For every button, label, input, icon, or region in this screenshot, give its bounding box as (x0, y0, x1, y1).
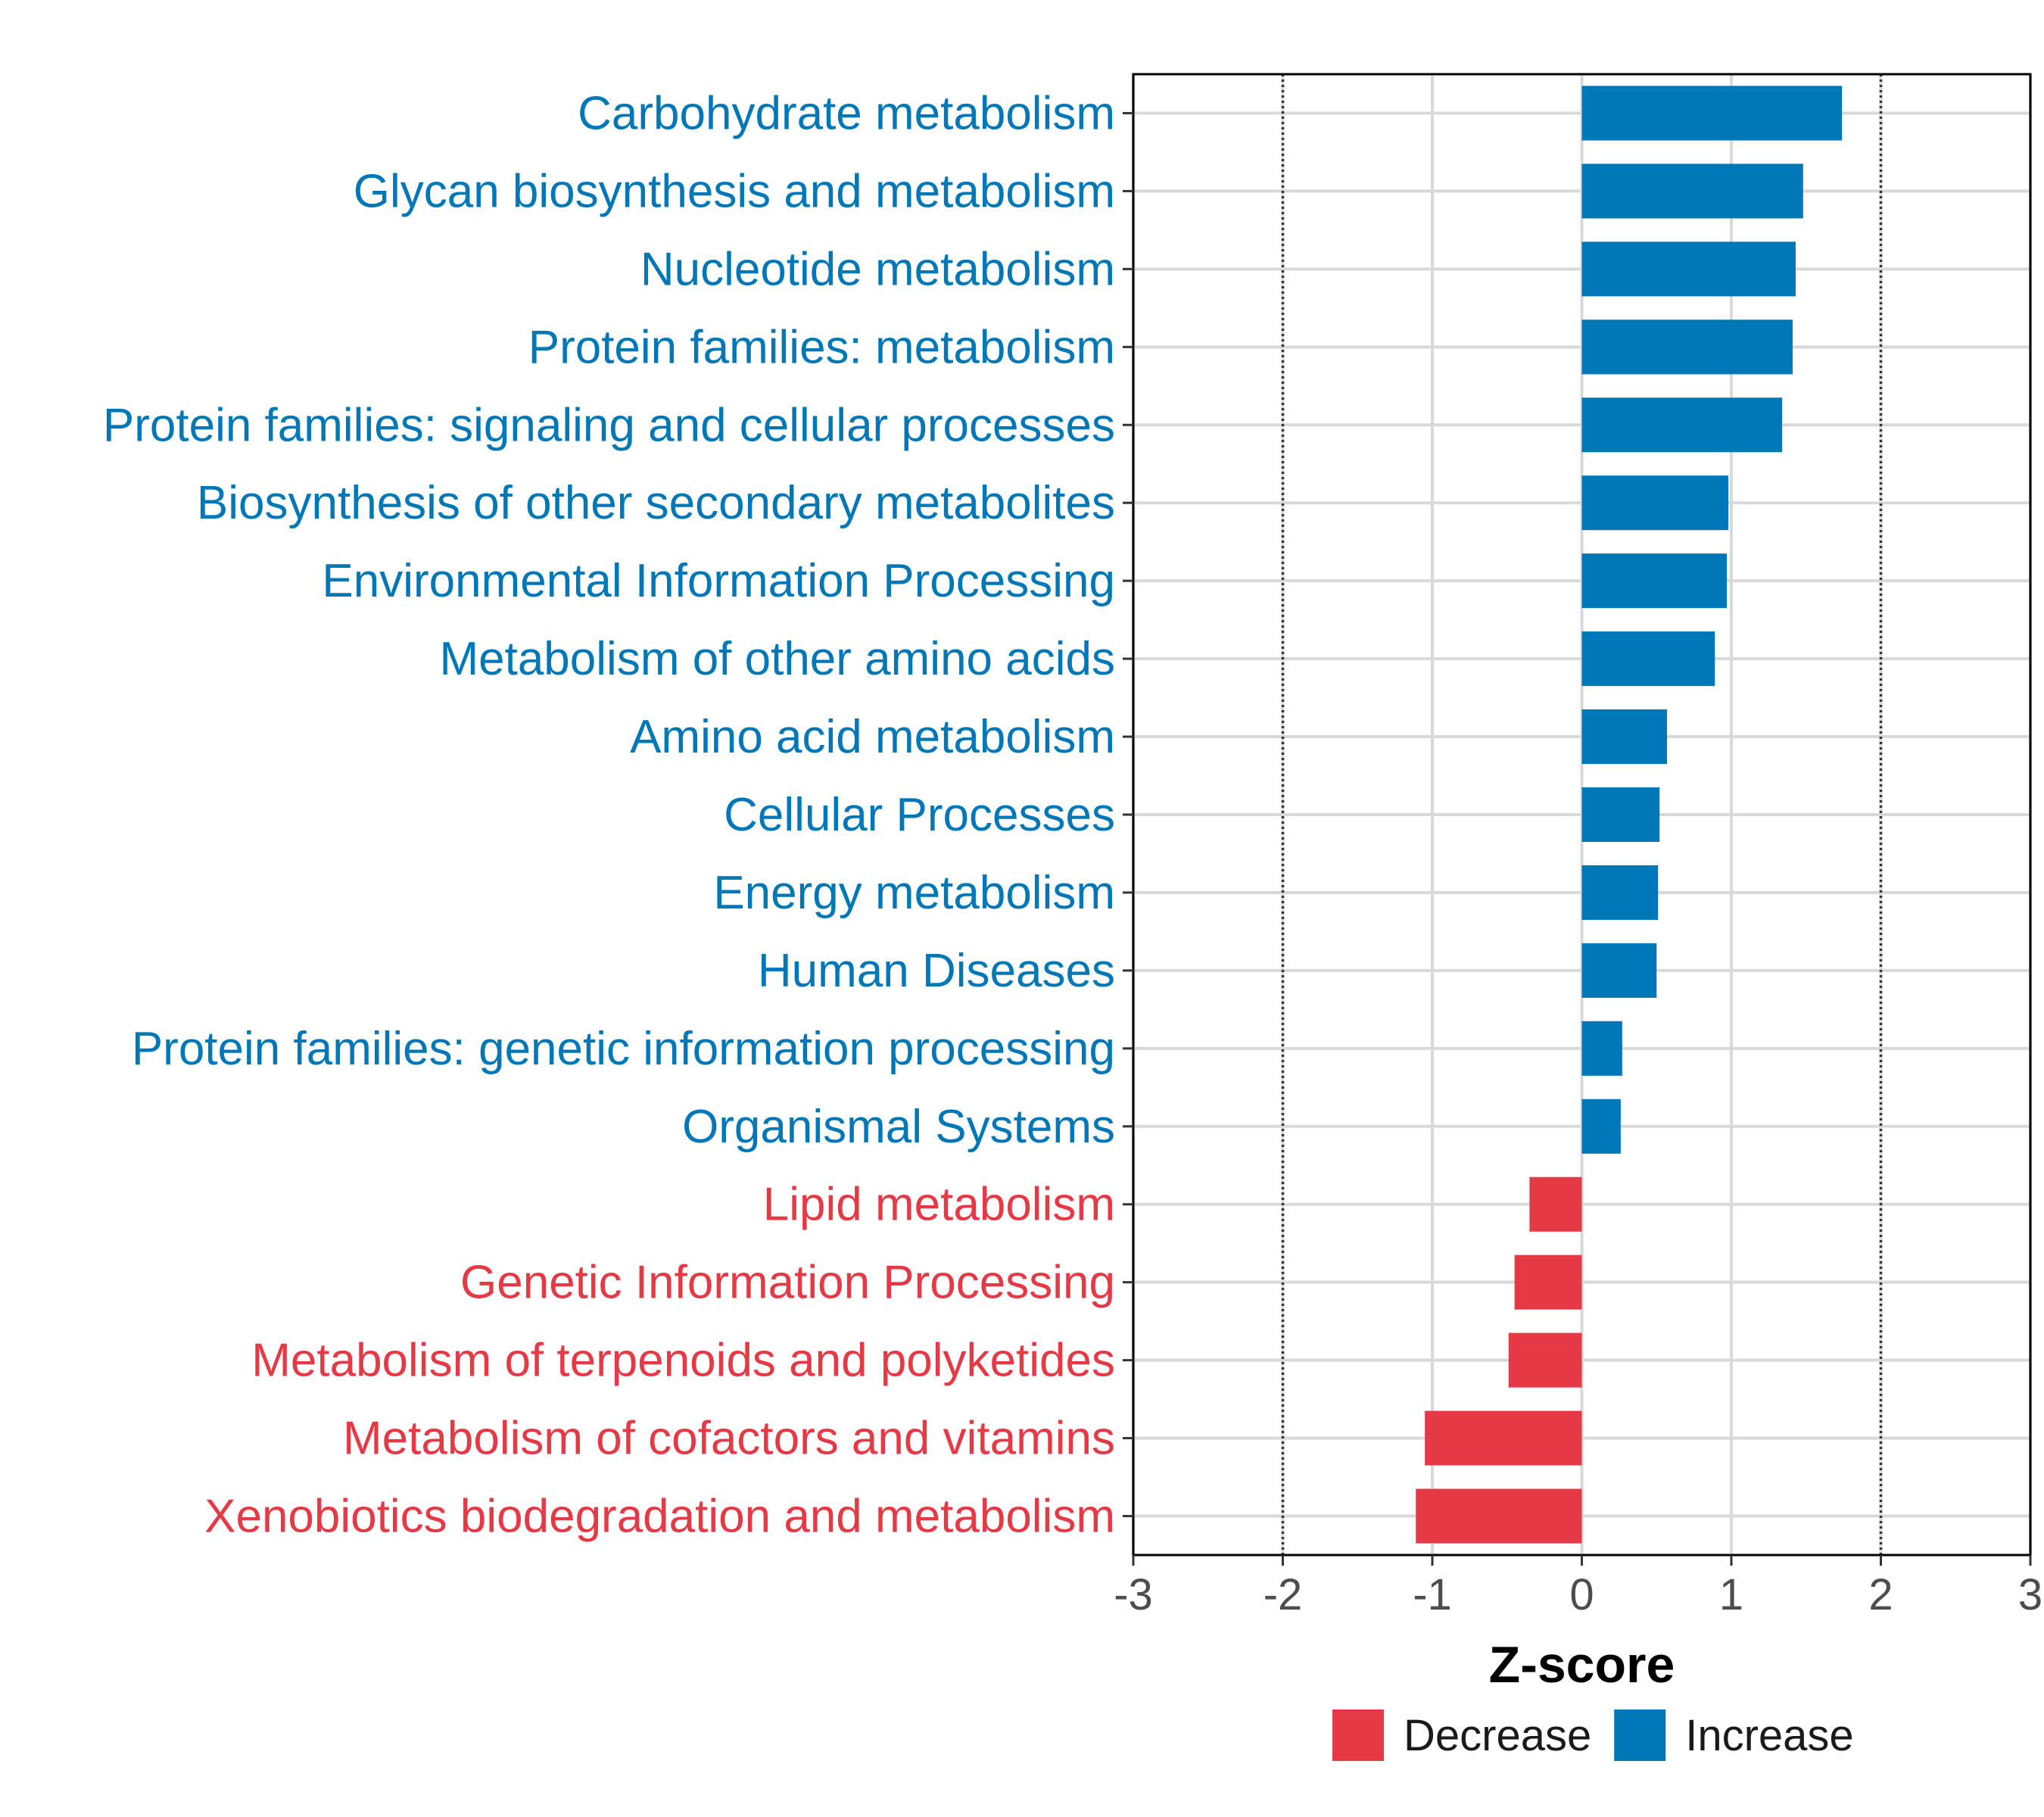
category-labels: Carbohydrate metabolism Glycan biosynthes… (103, 87, 1115, 1542)
category-label: Metabolism of terpenoids and polyketides (251, 1335, 1115, 1387)
category-label: Organismal Systems (682, 1101, 1115, 1153)
bar (1581, 319, 1793, 375)
bars (1416, 86, 1843, 1544)
bar (1581, 1021, 1622, 1076)
category-label: Protein families: metabolism (528, 321, 1115, 373)
bar (1581, 787, 1660, 843)
bar (1581, 631, 1715, 687)
bar (1581, 164, 1803, 219)
category-label: Amino acid metabolism (630, 711, 1115, 763)
x-tick-label: 1 (1719, 1570, 1743, 1619)
x-tick-label: -2 (1263, 1570, 1303, 1619)
category-label: Energy metabolism (713, 867, 1115, 919)
bar (1581, 709, 1668, 765)
x-axis-ticks: -3 -2 -1 0 1 2 3 (1114, 1555, 2042, 1619)
bar (1581, 397, 1783, 453)
x-tick-label: 2 (1868, 1570, 1893, 1619)
category-label: Protein families: signaling and cellular… (103, 399, 1115, 451)
legend-key (1614, 1709, 1666, 1761)
x-tick-label: -3 (1114, 1570, 1153, 1619)
bar (1581, 865, 1659, 920)
category-label: Lipid metabolism (763, 1179, 1115, 1231)
bar (1581, 475, 1729, 531)
category-label: Protein families: genetic information pr… (132, 1023, 1115, 1075)
category-label: Biosynthesis of other secondary metaboli… (197, 477, 1115, 529)
category-label: Nucleotide metabolism (640, 243, 1115, 295)
category-label: Glycan biosynthesis and metabolism (354, 165, 1115, 217)
x-tick-label: -1 (1413, 1570, 1452, 1619)
category-label: Environmental Information Processing (322, 555, 1115, 607)
bar (1581, 242, 1796, 297)
category-label: Human Diseases (758, 945, 1115, 997)
bar (1425, 1410, 1582, 1466)
bar (1581, 943, 1657, 998)
bar (1529, 1177, 1582, 1232)
category-label: Cellular Processes (724, 789, 1115, 841)
bar (1514, 1254, 1582, 1310)
legend-key (1332, 1709, 1384, 1761)
y-axis-ticks (1123, 111, 1133, 1518)
x-tick-label: 3 (2018, 1570, 2042, 1619)
legend-label: Decrease (1404, 1711, 1591, 1760)
x-tick-label: 0 (1569, 1570, 1594, 1619)
bar (1581, 1099, 1621, 1154)
category-label: Xenobiotics biodegradation and metabolis… (204, 1491, 1115, 1543)
category-label: Genetic Information Processing (460, 1257, 1115, 1309)
category-label: Metabolism of other amino acids (439, 633, 1115, 685)
category-label: Carbohydrate metabolism (578, 87, 1115, 139)
bar (1508, 1332, 1582, 1388)
bar (1581, 86, 1843, 141)
legend-label: Increase (1685, 1711, 1853, 1760)
bar (1581, 553, 1728, 609)
legend: Decrease Increase (1332, 1709, 1854, 1761)
x-axis-title: Z-score (1489, 1636, 1675, 1694)
bar (1416, 1488, 1582, 1544)
category-label: Metabolism of cofactors and vitamins (343, 1413, 1115, 1465)
